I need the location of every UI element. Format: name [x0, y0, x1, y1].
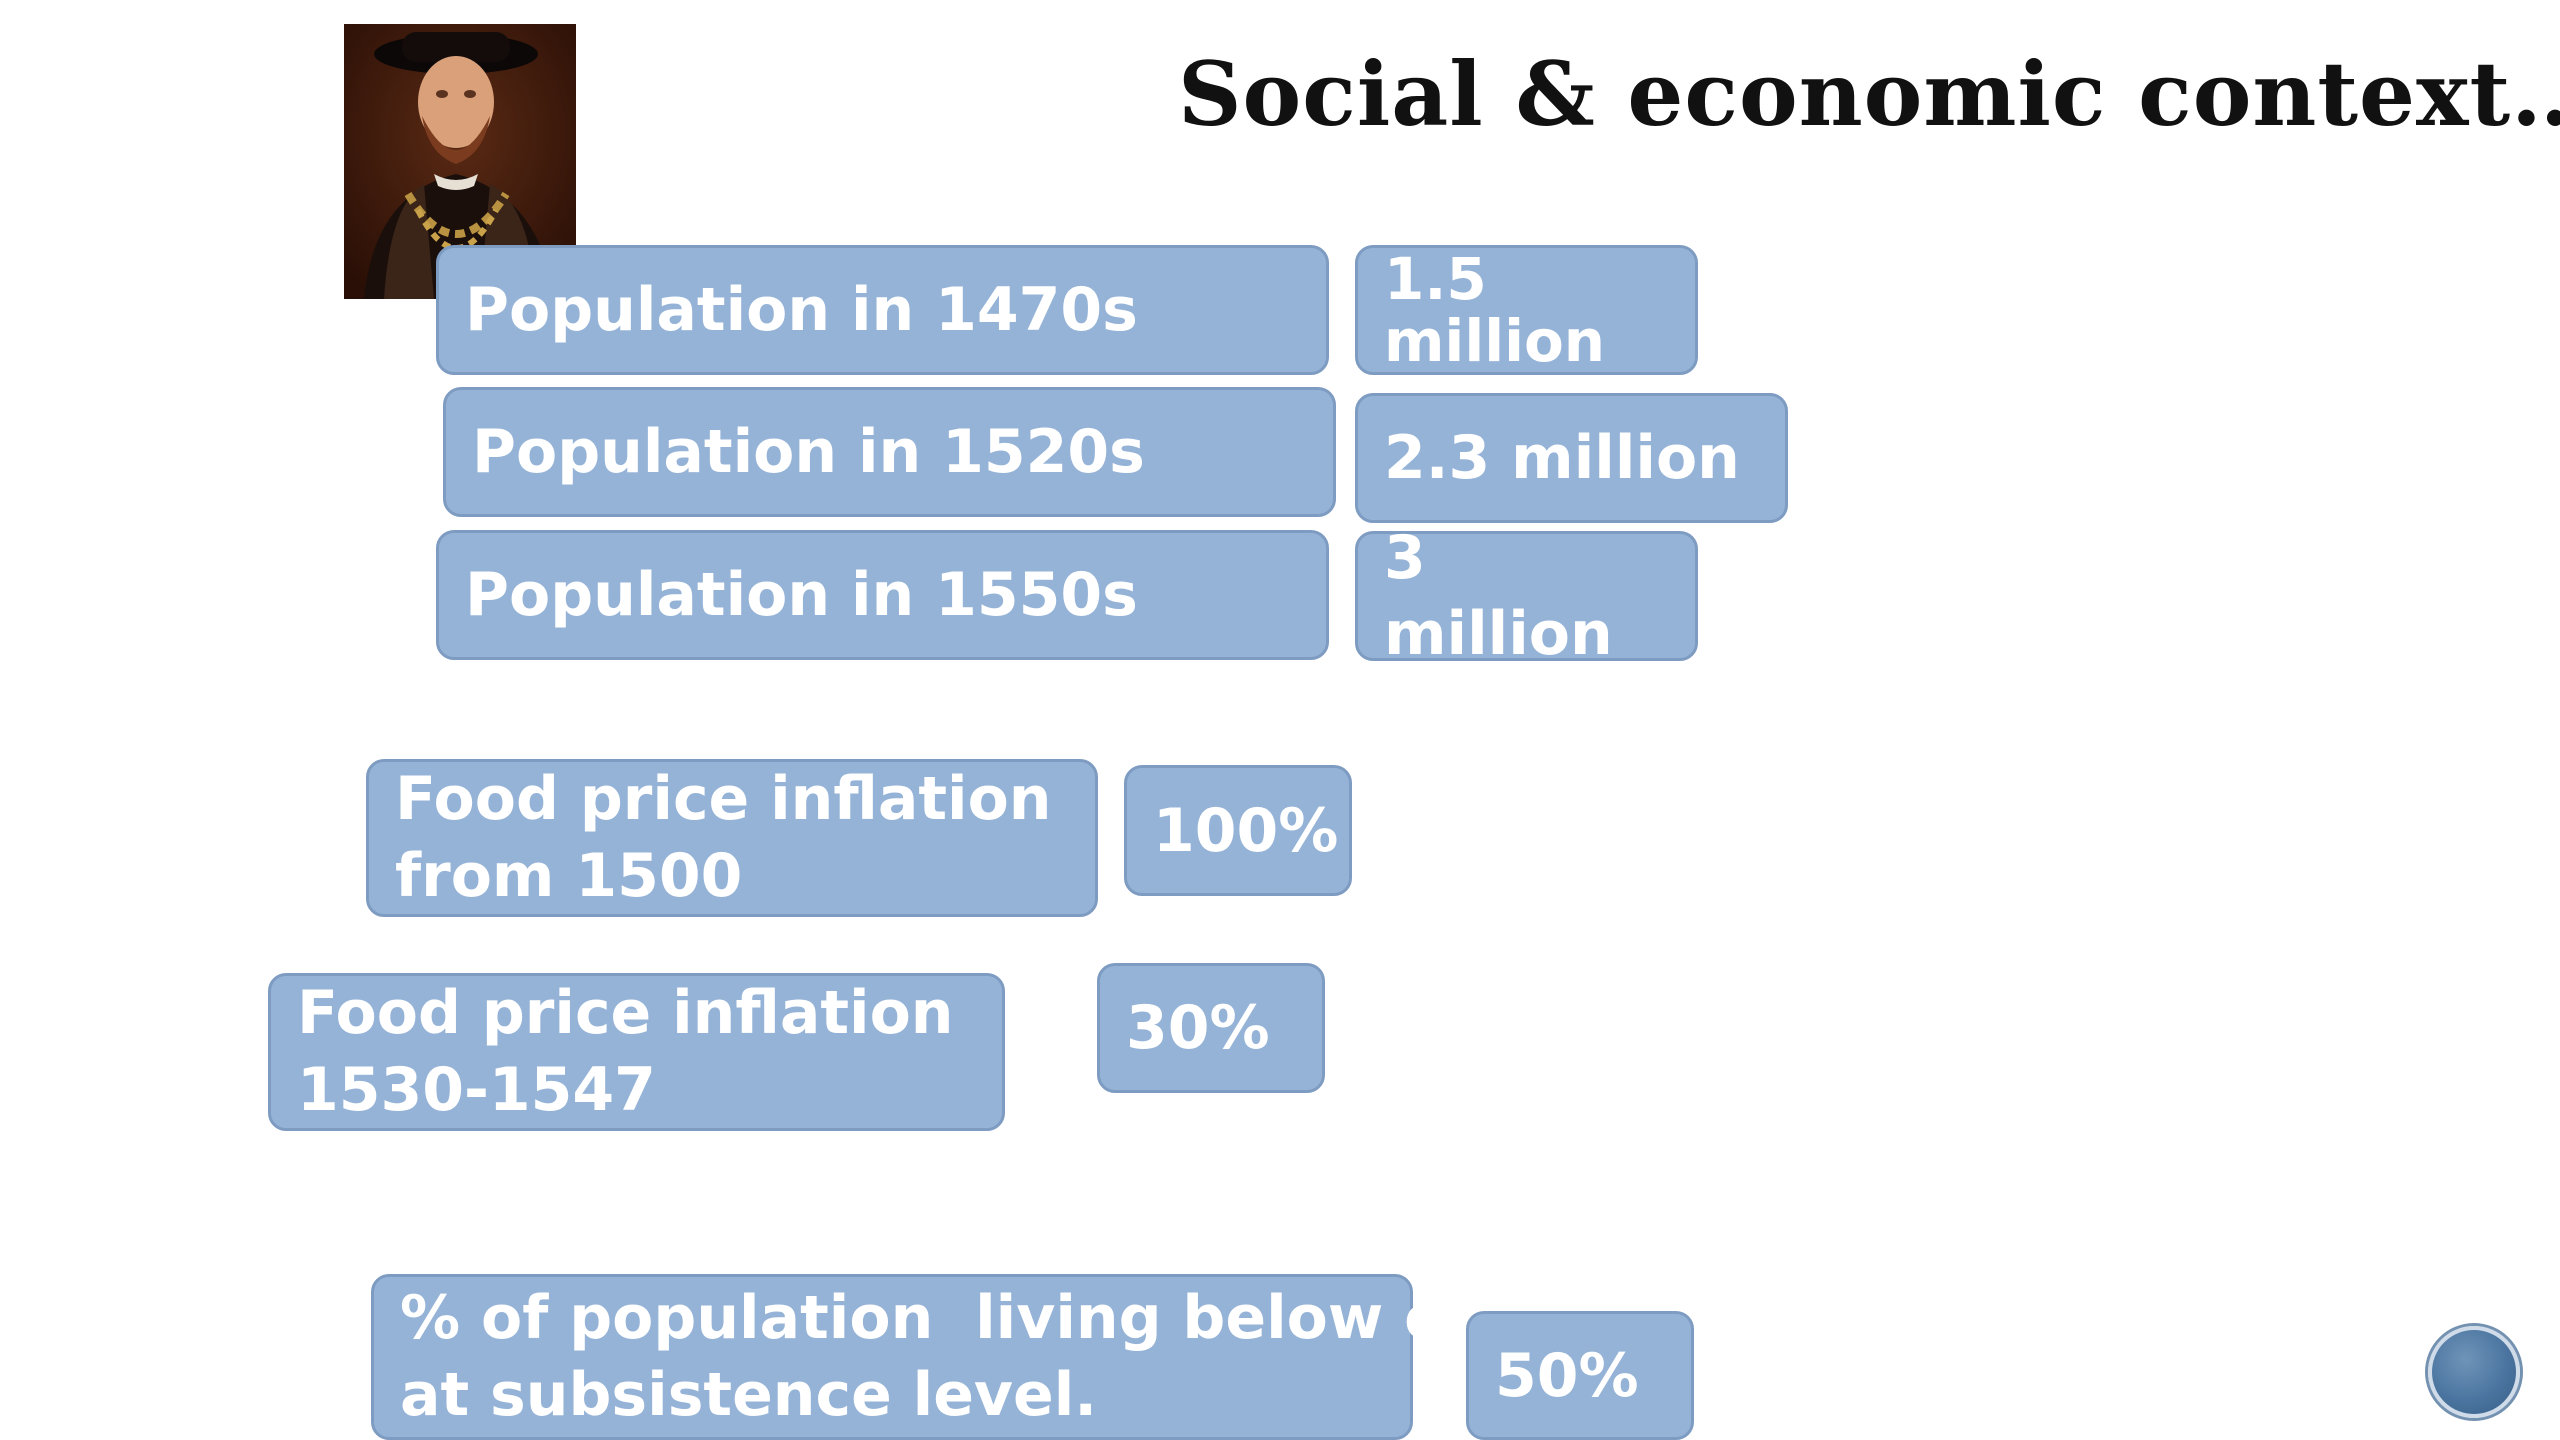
population-label-1470s: Population in 1470s [436, 245, 1329, 375]
inflation-label-from-1500: Food price inflation from 1500 [366, 759, 1098, 917]
subsistence-value: 50% [1466, 1311, 1694, 1440]
inflation-value-from-1500: 100% [1124, 765, 1352, 896]
population-value-1550s: 3 million [1355, 523, 1698, 669]
slide-nav-button[interactable] [2428, 1326, 2520, 1418]
slide-title: Social & economic context… [1178, 42, 2560, 146]
subsistence-label: % of population living below or at subsi… [371, 1274, 1475, 1440]
population-value-1520s: 2.3 million [1355, 393, 1788, 523]
inflation-value-1530-1547: 30% [1097, 963, 1325, 1093]
population-label-1550s: Population in 1550s [436, 530, 1329, 660]
population-value-1470s: 1.5 million [1355, 245, 1698, 375]
population-label-1520s: Population in 1520s [443, 387, 1336, 517]
inflation-label-1530-1547: Food price inflation 1530-1547 [268, 973, 1005, 1131]
